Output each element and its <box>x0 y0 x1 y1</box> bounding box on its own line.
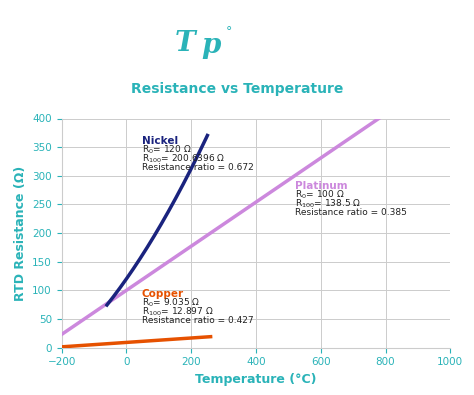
Text: Resistance vs Temperature: Resistance vs Temperature <box>131 82 343 96</box>
Text: R$_{100}$= 138.5 Ω: R$_{100}$= 138.5 Ω <box>295 197 361 210</box>
Text: Resistance ratio = 0.427: Resistance ratio = 0.427 <box>142 316 254 325</box>
Text: °: ° <box>226 25 233 38</box>
Text: Platinum: Platinum <box>295 181 347 191</box>
Text: R$_{100}$= 200.6396 Ω: R$_{100}$= 200.6396 Ω <box>142 152 225 165</box>
Text: R$_0$= 100 Ω: R$_0$= 100 Ω <box>295 188 344 201</box>
Text: R$_{100}$= 12.897 Ω: R$_{100}$= 12.897 Ω <box>142 305 213 318</box>
Text: RTDs: RTDs <box>274 36 314 49</box>
Y-axis label: RTD Resistance (Ω): RTD Resistance (Ω) <box>14 166 27 301</box>
Text: T: T <box>175 30 195 57</box>
Text: Copper: Copper <box>142 289 184 299</box>
Text: p: p <box>201 32 220 59</box>
Text: R$_0$= 9.035 Ω: R$_0$= 9.035 Ω <box>142 297 200 309</box>
Text: Resistance ratio = 0.385: Resistance ratio = 0.385 <box>295 208 407 217</box>
Text: R$_0$= 120 Ω: R$_0$= 120 Ω <box>142 144 191 156</box>
Text: Nickel: Nickel <box>142 136 178 146</box>
X-axis label: Temperature (°C): Temperature (°C) <box>195 373 317 386</box>
Text: Resistance ratio = 0.672: Resistance ratio = 0.672 <box>142 163 254 172</box>
